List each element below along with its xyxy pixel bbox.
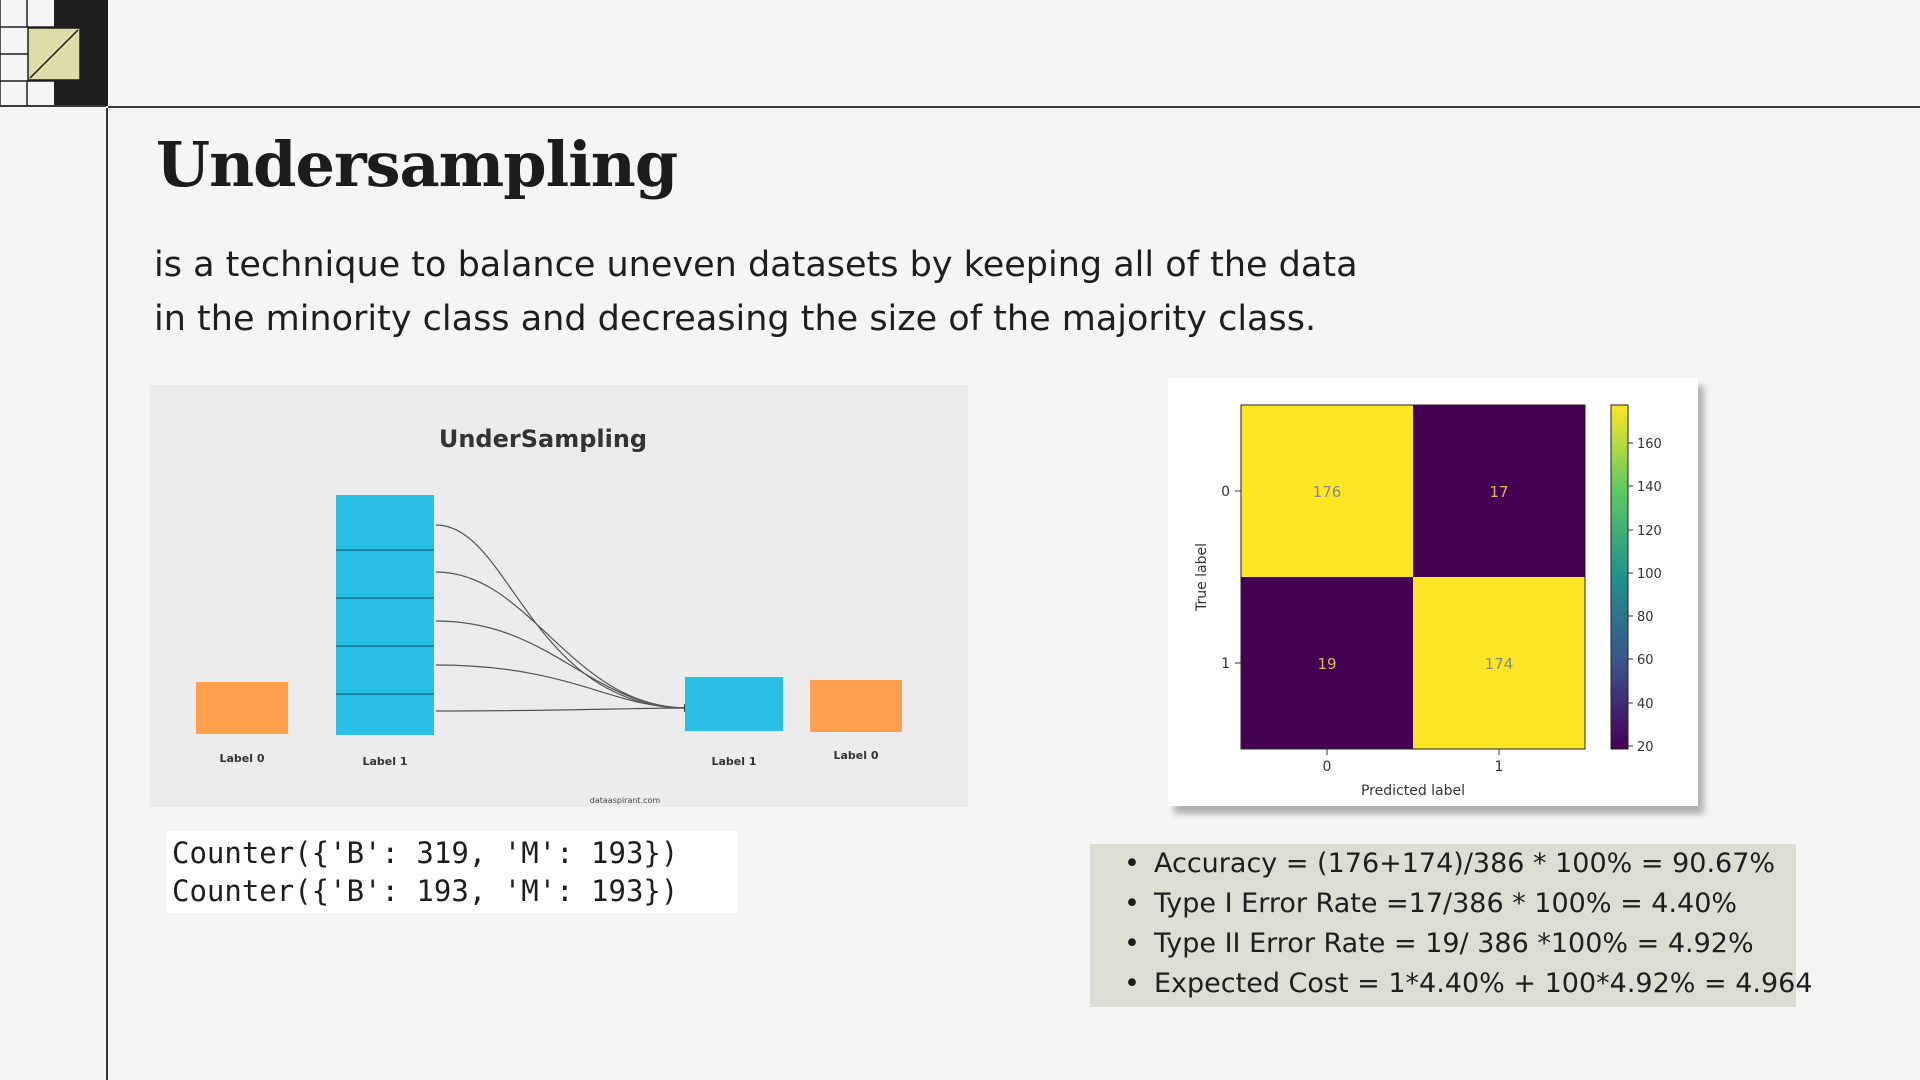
cell-1-1 (1413, 577, 1585, 749)
colorbar-tick-20: 20 (1637, 740, 1654, 755)
y-axis-label: True label (1194, 543, 1210, 612)
cell-value-0-1: 17 (1489, 483, 1508, 501)
col-tick-0: 0 (1323, 759, 1332, 775)
cell-0-0 (1241, 405, 1413, 577)
col-tick-1: 1 (1495, 759, 1504, 775)
slide-title: Undersampling (156, 128, 678, 201)
cell-value-0-0: 176 (1313, 483, 1342, 501)
colorbar-tick-80: 80 (1637, 610, 1654, 625)
row-tick-1: 1 (1221, 656, 1230, 672)
label0-result-label: Label 0 (833, 749, 878, 762)
metric-type2-error: Type II Error Rate = 19/ 386 *100% = 4.9… (1124, 924, 1796, 964)
label1-result-block (685, 677, 783, 731)
colorbar-tick-160: 160 (1637, 437, 1662, 452)
x-axis-label: Predicted label (1361, 783, 1465, 799)
description-line-2: in the minority class and decreasing the… (154, 299, 1317, 339)
metric-accuracy: Accuracy = (176+174)/386 * 100% = 90.67% (1124, 844, 1796, 884)
colorbar-tick-60: 60 (1637, 653, 1654, 668)
colorbar-tick-40: 40 (1637, 697, 1654, 712)
colorbar-tick-100: 100 (1637, 567, 1662, 582)
illustration-title: UnderSampling (439, 425, 647, 453)
description-line-1: is a technique to balance uneven dataset… (154, 245, 1358, 285)
top-divider-line (0, 106, 1920, 108)
label0-result-block (810, 680, 902, 732)
slide-description: is a technique to balance uneven dataset… (154, 238, 1454, 346)
metrics-box: Accuracy = (176+174)/386 * 100% = 90.67%… (1090, 844, 1813, 1007)
counter-output-box: Counter({'B': 319, 'M': 193}) Counter({'… (166, 831, 738, 913)
undersampling-diagram: UnderSampling Label 0 Label 1 Label 1 La… (196, 425, 902, 805)
cell-value-1-1: 174 (1485, 655, 1514, 673)
colorbar (1610, 404, 1629, 750)
metric-expected-cost: Expected Cost = 1*4.40% + 100*4.92% = 4.… (1124, 964, 1813, 1004)
colorbar-tick-120: 120 (1637, 524, 1662, 539)
label1-original-label: Label 1 (362, 755, 407, 768)
illustration-source: dataaspirant.com (590, 796, 661, 805)
corner-grid-logo-icon (0, 0, 108, 108)
colorbar-tick-140: 140 (1637, 480, 1662, 495)
label1-result-label: Label 1 (711, 755, 756, 768)
counter-before: Counter({'B': 319, 'M': 193}) (172, 836, 679, 870)
cell-value-1-0: 19 (1317, 655, 1336, 673)
metrics-list: Accuracy = (176+174)/386 * 100% = 90.67%… (1090, 844, 1813, 1004)
counter-after: Counter({'B': 193, 'M': 193}) (172, 874, 679, 908)
metric-type1-error: Type I Error Rate =17/386 * 100% = 4.40% (1124, 884, 1796, 924)
cell-0-1 (1413, 405, 1585, 577)
row-tick-0: 0 (1221, 484, 1230, 500)
matrix-cells (1240, 404, 1586, 750)
sampling-arrows (435, 524, 692, 712)
cell-1-0 (1241, 577, 1413, 749)
confusion-matrix-chart: 176 17 19 174 0 1 True label 0 1 Predict… (1194, 404, 1662, 799)
label0-original-label: Label 0 (219, 752, 264, 765)
undersampling-illustration: UnderSampling Label 0 Label 1 Label 1 La… (150, 385, 968, 807)
label1-original-stack (336, 495, 434, 735)
left-divider-line (106, 0, 108, 1080)
label0-original-block (196, 682, 288, 734)
confusion-matrix-panel: 176 17 19 174 0 1 True label 0 1 Predict… (1168, 378, 1698, 806)
